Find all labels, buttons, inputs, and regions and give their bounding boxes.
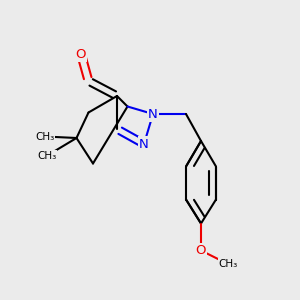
Text: N: N xyxy=(148,107,158,121)
Text: O: O xyxy=(196,244,206,257)
Text: N: N xyxy=(139,137,149,151)
Text: CH₃: CH₃ xyxy=(37,151,56,161)
Text: O: O xyxy=(76,47,86,61)
Text: CH₃: CH₃ xyxy=(218,259,238,269)
Text: CH₃: CH₃ xyxy=(35,131,55,142)
